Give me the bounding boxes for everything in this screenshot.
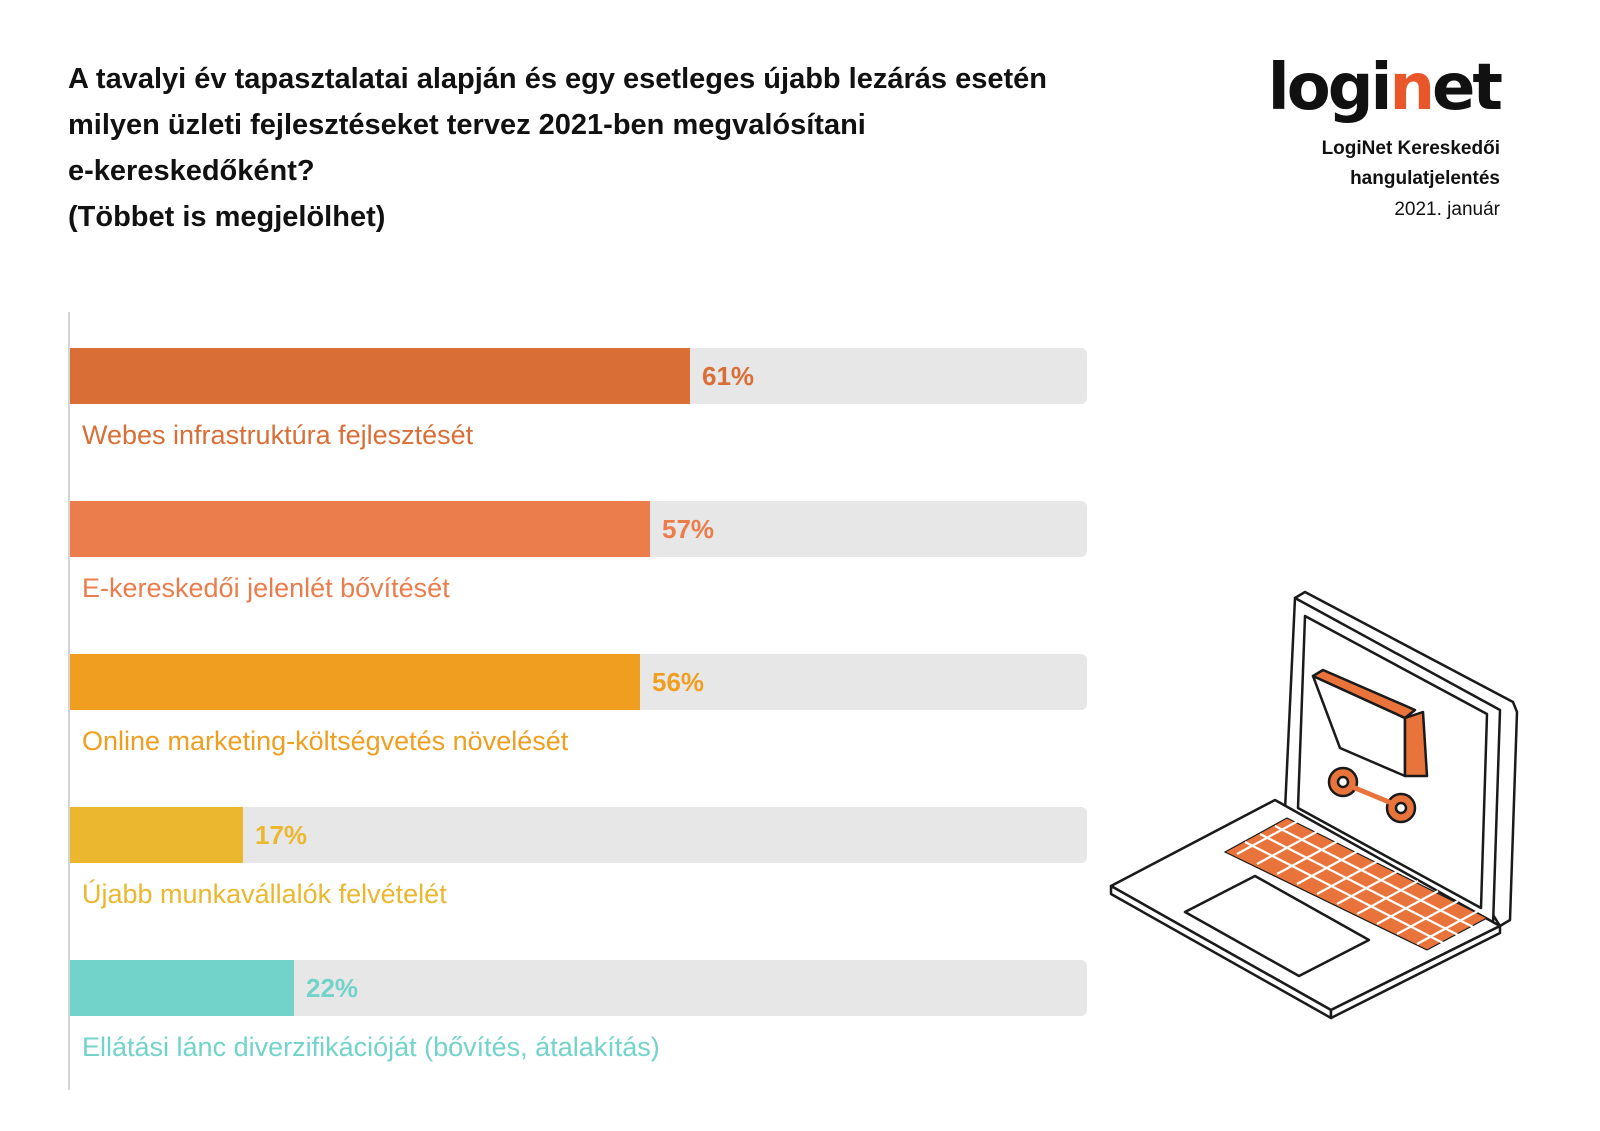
report-date: 2021. január: [1394, 199, 1500, 220]
report-name-line1: LogiNet Kereskedői: [1321, 138, 1500, 159]
bar: [70, 654, 640, 710]
bar-track: 17%: [70, 807, 1087, 863]
bar-value-label: 17%: [255, 820, 308, 850]
category-label: Újabb munkavállalók felvételét: [82, 879, 447, 909]
bar-track: 57%: [70, 501, 1087, 557]
bar-track: 56%: [70, 654, 1087, 710]
bar-track: 61%: [70, 348, 1087, 404]
bar-value-label: 61%: [702, 361, 755, 391]
bar: [70, 960, 294, 1016]
bar: [70, 348, 690, 404]
category-axis-line: [68, 312, 70, 1090]
bar-value-label: 22%: [306, 973, 359, 1003]
title-line-1: A tavalyi év tapasztalatai alapján és eg…: [68, 63, 1047, 95]
logo-prefix: logi: [1267, 51, 1393, 125]
title-line-3: e-kereskedőként?: [68, 155, 315, 187]
category-label: E-kereskedői jelenlét bővítését: [82, 573, 450, 603]
bar: [70, 501, 650, 557]
category-label: Webes infrastruktúra fejlesztését: [82, 420, 474, 450]
bar-value-label: 57%: [662, 514, 715, 544]
bar-value-label: 56%: [652, 667, 705, 697]
chart-title: A tavalyi év tapasztalatai alapján és eg…: [68, 56, 1188, 240]
category-label: Online marketing-költségvetés növelését: [82, 726, 569, 756]
report-name-line2: hangulatjelentés: [1350, 168, 1500, 189]
category-label: Ellátási lánc diverzifikációját (bővítés…: [82, 1032, 660, 1062]
bar-track: 22%: [70, 960, 1087, 1016]
title-line-2: milyen üzleti fejlesztéseket tervez 2021…: [68, 109, 866, 141]
logo-suffix: et: [1432, 51, 1503, 125]
loginet-logo: loginet: [1180, 51, 1503, 125]
laptop-shopping-cart-icon: [1109, 590, 1519, 1020]
title-line-4: (Többet is megjelölhet): [68, 201, 386, 233]
bar: [70, 807, 243, 863]
logo-accent: n: [1389, 51, 1435, 125]
brand-block: loginet LogiNet Kereskedői hangulatjelen…: [1180, 51, 1503, 226]
